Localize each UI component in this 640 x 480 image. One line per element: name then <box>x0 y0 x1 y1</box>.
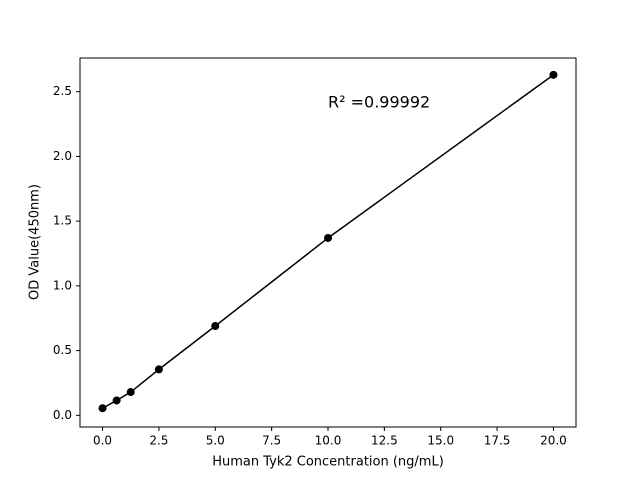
x-tick-label: 20.0 <box>540 434 567 448</box>
data-point <box>324 233 332 242</box>
x-tick-label: 0.0 <box>93 434 112 448</box>
x-axis-label: Human Tyk2 Concentration (ng/mL) <box>212 455 444 470</box>
x-tick-label: 2.5 <box>149 434 168 448</box>
y-tick-label: 1.0 <box>53 278 72 292</box>
x-tick-label: 15.0 <box>427 434 454 448</box>
data-point <box>211 322 220 331</box>
data-point <box>112 396 121 405</box>
data-point <box>549 70 558 79</box>
data-point <box>154 365 163 374</box>
x-tick-label: 17.5 <box>484 434 511 448</box>
y-tick-label: 2.0 <box>53 149 72 163</box>
x-tick-label: 7.5 <box>262 434 281 448</box>
y-tick-label: 2.5 <box>53 84 72 98</box>
y-tick-label: 0.5 <box>53 343 72 357</box>
y-axis-label: OD Value(450nm) <box>28 184 43 300</box>
data-point <box>126 388 135 397</box>
plot-frame <box>79 57 577 428</box>
annotation: R² =0.99992 <box>328 93 430 112</box>
x-tick-label: 10.0 <box>315 434 342 448</box>
x-tick-label: 5.0 <box>206 434 225 448</box>
y-tick-label: 1.5 <box>53 214 72 228</box>
y-tick-label: 0.0 <box>53 408 72 422</box>
data-point <box>98 404 107 413</box>
x-tick-label: 12.5 <box>371 434 398 448</box>
